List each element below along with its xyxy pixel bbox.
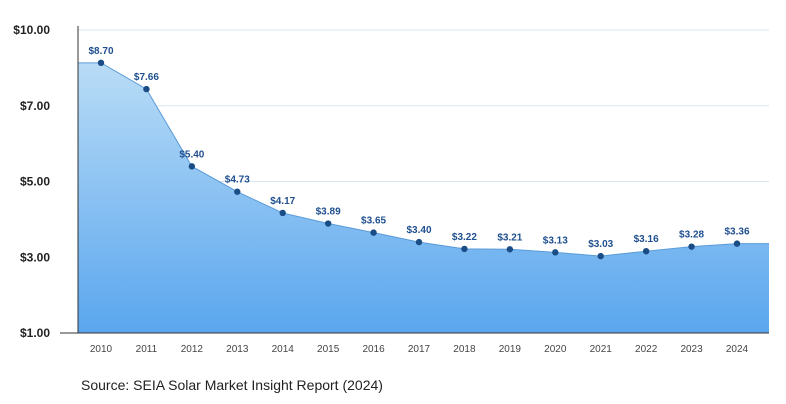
x-tick-label: 2014 (272, 344, 295, 355)
x-tick-label: 2010 (90, 344, 113, 355)
area-shape (78, 62, 769, 333)
data-point (597, 252, 604, 260)
x-tick-label: 2020 (544, 344, 567, 355)
y-tick-label: $10.00 (13, 23, 50, 37)
data-point (733, 240, 741, 247)
area-fill (78, 62, 769, 333)
x-tick-label: 2022 (635, 344, 658, 355)
x-axis-ticks: 2010 2011 2012 2013 2014 2015 2016 2017 2018 2019… (90, 344, 749, 355)
x-tick-label: 2017 (408, 344, 431, 355)
data-point (688, 243, 695, 250)
data-point (188, 163, 196, 170)
data-point (415, 238, 423, 246)
data-point (370, 229, 377, 236)
data-label: $3.65 (361, 216, 386, 227)
y-tick-label: $5.00 (20, 175, 50, 189)
x-tick-label: 2024 (726, 344, 749, 355)
x-tick-label: 2019 (499, 344, 522, 355)
data-label: $3.28 (679, 230, 704, 241)
x-tick-label: 2011 (136, 344, 158, 355)
data-point (642, 247, 650, 255)
data-markers (97, 59, 741, 260)
data-label: $3.21 (497, 232, 522, 243)
data-label: $3.36 (724, 227, 749, 238)
data-point (234, 188, 241, 195)
x-tick-label: 2018 (453, 344, 476, 355)
data-point (552, 249, 559, 256)
x-tick-label: 2023 (680, 344, 703, 355)
area-chart: $1.00$3.00$5.00$7.00$10.00 2010 2011 2012 2… (13, 23, 769, 355)
x-tick-label: 2015 (317, 344, 340, 355)
y-tick-label: $3.00 (20, 250, 50, 264)
data-point (97, 59, 105, 67)
x-tick-label: 2016 (362, 344, 385, 355)
y-tick-label: $7.00 (20, 99, 50, 113)
data-point (324, 220, 332, 227)
data-label: $3.22 (452, 232, 477, 243)
x-tick-label: 2012 (181, 344, 204, 355)
data-point (279, 209, 286, 217)
data-label: $7.66 (134, 72, 159, 83)
data-label: $3.89 (316, 207, 341, 218)
data-label: $3.16 (634, 234, 659, 245)
data-labels: $8.70 $7.66 $5.40 $4.73 $4.17 $3.89 $3.65 $3.40… (88, 46, 749, 250)
data-label: $3.40 (406, 225, 431, 236)
data-label: $3.13 (543, 235, 568, 246)
data-point (143, 85, 150, 93)
x-tick-label: 2013 (226, 344, 249, 355)
data-label: $4.17 (270, 196, 295, 207)
source-note: Source: SEIA Solar Market Insight Report… (81, 377, 383, 393)
y-tick-label: $1.00 (20, 326, 50, 340)
data-point (506, 246, 514, 253)
axes (60, 26, 769, 334)
data-label: $5.40 (179, 149, 204, 160)
y-axis-ticks: $1.00 $3.00 $5.00 $7.00 $10.00 (13, 23, 50, 340)
data-label: $4.73 (225, 175, 250, 186)
data-point (461, 245, 468, 253)
data-label: $3.03 (588, 239, 613, 250)
data-label: $8.70 (88, 46, 113, 57)
x-tick-label: 2021 (590, 344, 613, 355)
